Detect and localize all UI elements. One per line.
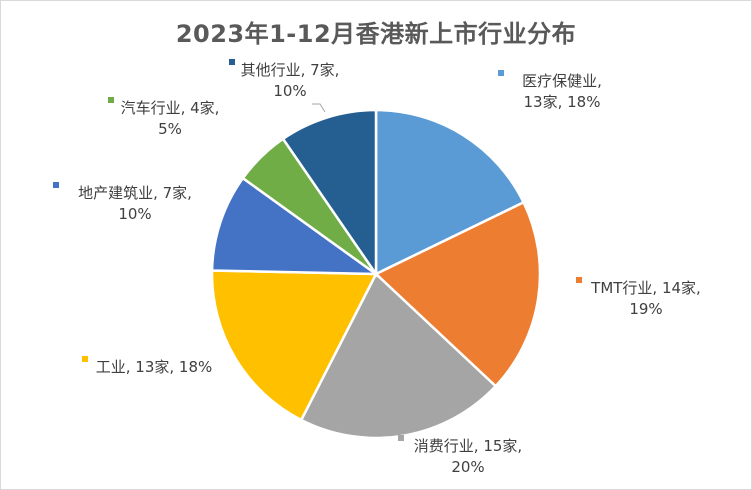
- data-label-line2-6: 10%: [273, 82, 306, 100]
- legend-key-4: [53, 182, 59, 188]
- data-label-line1-1: TMT行业, 14家,: [590, 279, 701, 297]
- data-label-6: 其他行业, 7家, 10%: [229, 59, 339, 100]
- pie-slice-2: [299, 271, 498, 440]
- data-label-line2-4: 10%: [118, 205, 151, 223]
- data-label-1: TMT行业, 14家, 19%: [576, 277, 701, 318]
- legend-key-6: [229, 59, 235, 65]
- leader-lines: [312, 103, 326, 113]
- data-label-line1-4: 地产建筑业, 7家,: [78, 184, 192, 202]
- data-label-line1-6: 其他行业, 7家,: [241, 61, 340, 79]
- data-labels: 医疗保健业, 13家, 18% TMT行业, 14家, 19% 消费行业, 15家, 20…: [53, 59, 701, 476]
- leader-line-other: [312, 103, 326, 113]
- pie-slice-1: [373, 200, 542, 388]
- data-label-line2-1: 19%: [629, 300, 662, 318]
- data-label-line1-2: 消费行业, 15家,: [414, 437, 522, 455]
- data-label-line2-5: 5%: [158, 120, 182, 138]
- pie-slice-4: [210, 176, 380, 276]
- legend-key-2: [398, 435, 404, 441]
- data-label-line1-5: 汽车行业, 4家,: [121, 99, 220, 117]
- data-label-0: 医疗保健业, 13家, 18%: [498, 70, 602, 111]
- pie-slices: [210, 108, 542, 440]
- data-label-4: 地产建筑业, 7家, 10%: [53, 182, 192, 223]
- pie-slice-3: [210, 269, 379, 422]
- legend-key-3: [82, 356, 88, 362]
- data-label-5: 汽车行业, 4家, 5%: [108, 97, 219, 138]
- pie-slice-6: [281, 108, 378, 279]
- pie-slice-0: [374, 108, 526, 276]
- data-label-2: 消费行业, 15家, 20%: [398, 435, 522, 476]
- data-label-line1-3: 工业, 13家, 18%: [96, 358, 213, 376]
- data-label-3: 工业, 13家, 18%: [82, 356, 212, 376]
- data-label-line1-0: 医疗保健业,: [522, 72, 602, 90]
- chart-title: 2023年1-12月香港新上市行业分布: [175, 20, 577, 48]
- data-label-line2-0: 13家, 18%: [524, 93, 601, 111]
- data-label-line2-2: 20%: [451, 458, 484, 476]
- legend-key-1: [576, 277, 582, 283]
- legend-key-5: [108, 97, 114, 103]
- legend-key-0: [498, 70, 504, 76]
